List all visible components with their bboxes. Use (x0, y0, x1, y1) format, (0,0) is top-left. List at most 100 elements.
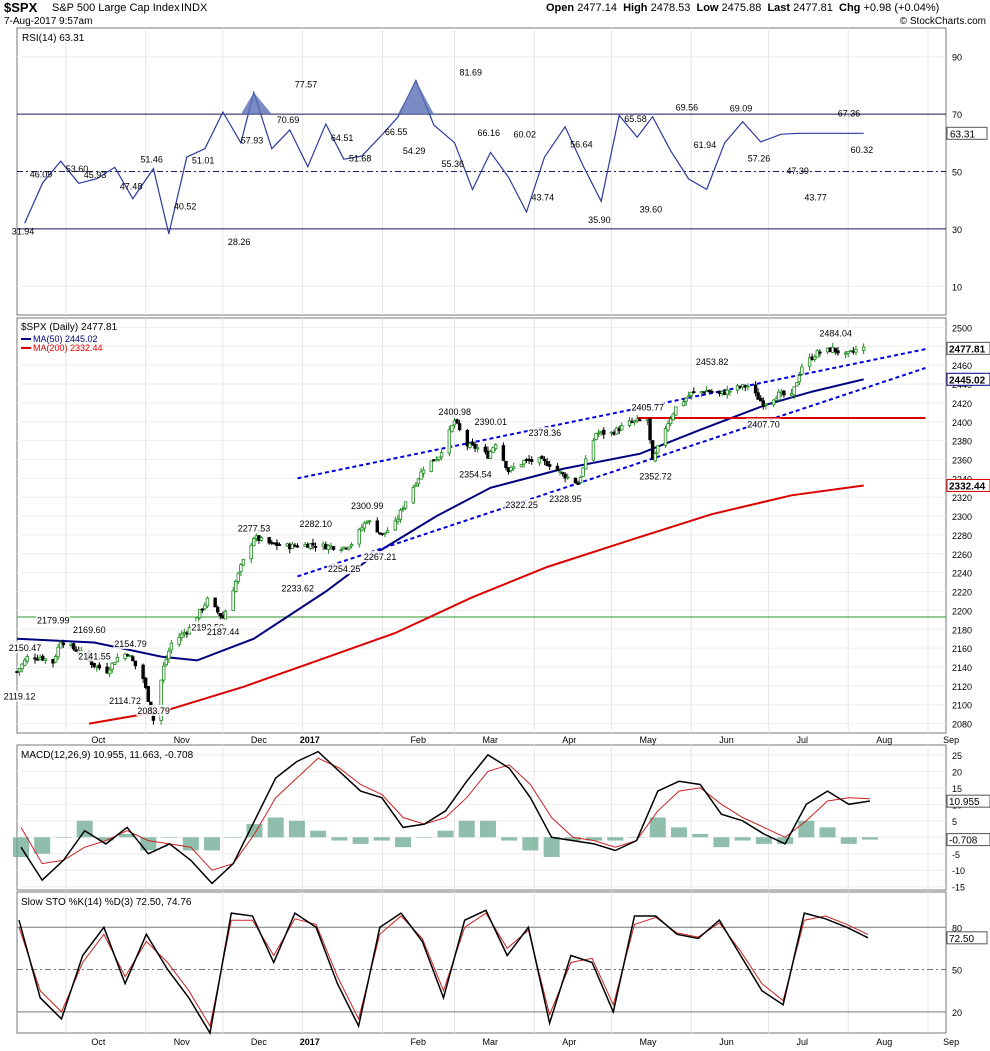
macd-histogram-bar (373, 837, 390, 841)
candle-body (357, 529, 361, 545)
rsi-value-label: 77.57 (295, 79, 318, 89)
rsi-title: RSI(14) 63.31 (22, 33, 85, 44)
macd-histogram-bar (458, 820, 475, 838)
bottom-x-axis-month-label: Aug (876, 1037, 892, 1047)
price-annotation-label: 2328.95 (549, 494, 582, 504)
candle-body (437, 456, 441, 460)
price-last-label: 2332.44 (949, 481, 986, 492)
macd-histogram-bar (288, 820, 305, 838)
candle-body (113, 662, 117, 665)
candle-body (164, 658, 168, 666)
price-annotation-label: 2150.47 (9, 643, 42, 653)
candle-body (97, 664, 102, 669)
rsi-value-label: 45.93 (84, 170, 107, 180)
ohlc-summary: Open 2477.14 High 2478.53 Low 2475.88 La… (546, 1, 939, 15)
candle-body (470, 441, 475, 446)
macd-histogram-bar (564, 837, 581, 841)
candle-body (179, 633, 184, 638)
candle-body (231, 590, 235, 611)
rsi-value-label: 64.51 (331, 133, 354, 143)
sto-last-label: 72.50 (949, 934, 974, 945)
macd-hist-last-box (946, 833, 990, 847)
candle-body (488, 451, 493, 459)
macd-histogram-bar (416, 837, 433, 838)
candle-body (33, 657, 37, 660)
candle-body (795, 382, 799, 387)
macd-histogram-bar (161, 837, 178, 838)
candle-body (797, 375, 802, 383)
candle-body (596, 432, 601, 435)
candle-body (393, 520, 397, 531)
sto-last-box (946, 931, 988, 945)
candle-body (123, 653, 127, 660)
candle-body (782, 390, 786, 396)
candle-body (311, 542, 315, 546)
candle-body (710, 391, 714, 393)
candle-body (578, 477, 583, 483)
price-annotation-bg (77, 650, 112, 662)
candle-body (133, 660, 138, 667)
candle-body (439, 452, 444, 458)
bottom-x-axis-month-label: Nov (174, 1037, 191, 1047)
bottom-x-axis-month-label: Feb (410, 1037, 426, 1047)
candle-body (23, 659, 27, 666)
rsi-value-label: 51.01 (192, 156, 215, 166)
candle-body (648, 418, 652, 441)
price-tick-label: 2360 (952, 455, 972, 465)
macd-histogram-bar (777, 837, 794, 844)
candle-body (385, 530, 390, 533)
rsi-value-label: 56.64 (570, 139, 593, 149)
price-tick-label: 2140 (952, 663, 972, 673)
price-annotation-bg (136, 704, 171, 716)
candle-body (558, 470, 562, 473)
candle-body (421, 469, 426, 474)
candle-body (43, 658, 48, 661)
macd-last-label: 10.955 (949, 797, 980, 808)
price-annotation-bg (2, 690, 37, 702)
price-annotation-bg (113, 638, 148, 650)
candle-body (501, 445, 506, 461)
candle-body (401, 508, 405, 510)
rsi-tick-label: 10 (952, 282, 962, 292)
candle-body (581, 467, 585, 477)
high-label: High (623, 2, 648, 14)
candle-body (414, 484, 418, 487)
macd-histogram-bar (331, 837, 348, 841)
candle-body (833, 347, 838, 353)
rsi-value-label: 67.36 (838, 109, 861, 119)
macd-tick-label: 20 (952, 767, 962, 777)
price-annotation-bg (527, 427, 562, 439)
candle-body (61, 642, 66, 646)
price-annotation-bg (458, 468, 493, 480)
rsi-series-line (24, 79, 864, 235)
price-tick-label: 2200 (952, 606, 972, 616)
candle-body (555, 465, 560, 471)
price-annotation-label: 2119.12 (4, 692, 36, 702)
macd-signal-line (20, 757, 871, 871)
rsi-value-label: 46.09 (30, 170, 53, 180)
price-annotation-label: 2378.36 (529, 428, 562, 438)
rsi-value-label: 69.56 (676, 102, 699, 112)
candle-body (128, 655, 132, 657)
x-axis-month-label: 2017 (300, 735, 320, 745)
x-axis-month-label: Nov (174, 735, 191, 745)
candle-body (846, 351, 850, 354)
macd-histogram-bar (862, 837, 878, 840)
x-axis-month-label: Oct (91, 735, 106, 745)
sto-tick-label: 80 (952, 923, 962, 933)
bottom-x-axis-month-label: Jun (719, 1037, 734, 1047)
candle-body (450, 425, 454, 432)
price-annotation-label: 2354.54 (459, 470, 492, 480)
price-annotation-label: 2179.99 (37, 615, 70, 625)
candle-body (594, 433, 598, 440)
rsi-value-label: 60.32 (851, 145, 874, 155)
candle-body (771, 399, 776, 406)
price-tick-label: 2160 (952, 644, 972, 654)
candle-body (540, 455, 544, 460)
candle-body (591, 440, 596, 461)
candle-body (295, 545, 300, 548)
candle-body (563, 473, 567, 479)
rsi-value-label: 54.29 (403, 146, 426, 156)
candle-body (813, 356, 817, 360)
